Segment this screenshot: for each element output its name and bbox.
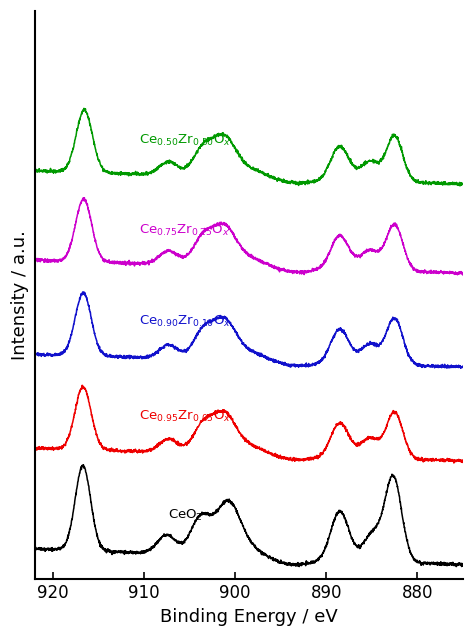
Y-axis label: Intensity / a.u.: Intensity / a.u. bbox=[11, 231, 29, 361]
Text: Ce$_{0.50}$Zr$_{0.50}$O$_{x}$: Ce$_{0.50}$Zr$_{0.50}$O$_{x}$ bbox=[139, 132, 231, 148]
Text: CeO$_{2}$: CeO$_{2}$ bbox=[168, 508, 202, 523]
X-axis label: Binding Energy / eV: Binding Energy / eV bbox=[160, 608, 337, 626]
Text: Ce$_{0.90}$Zr$_{0.10}$O$_{x}$: Ce$_{0.90}$Zr$_{0.10}$O$_{x}$ bbox=[139, 314, 231, 329]
Text: Ce$_{0.75}$Zr$_{0.25}$O$_{x}$: Ce$_{0.75}$Zr$_{0.25}$O$_{x}$ bbox=[139, 224, 230, 238]
Text: Ce$_{0.95}$Zr$_{0.05}$O$_{x}$: Ce$_{0.95}$Zr$_{0.05}$O$_{x}$ bbox=[139, 409, 231, 424]
